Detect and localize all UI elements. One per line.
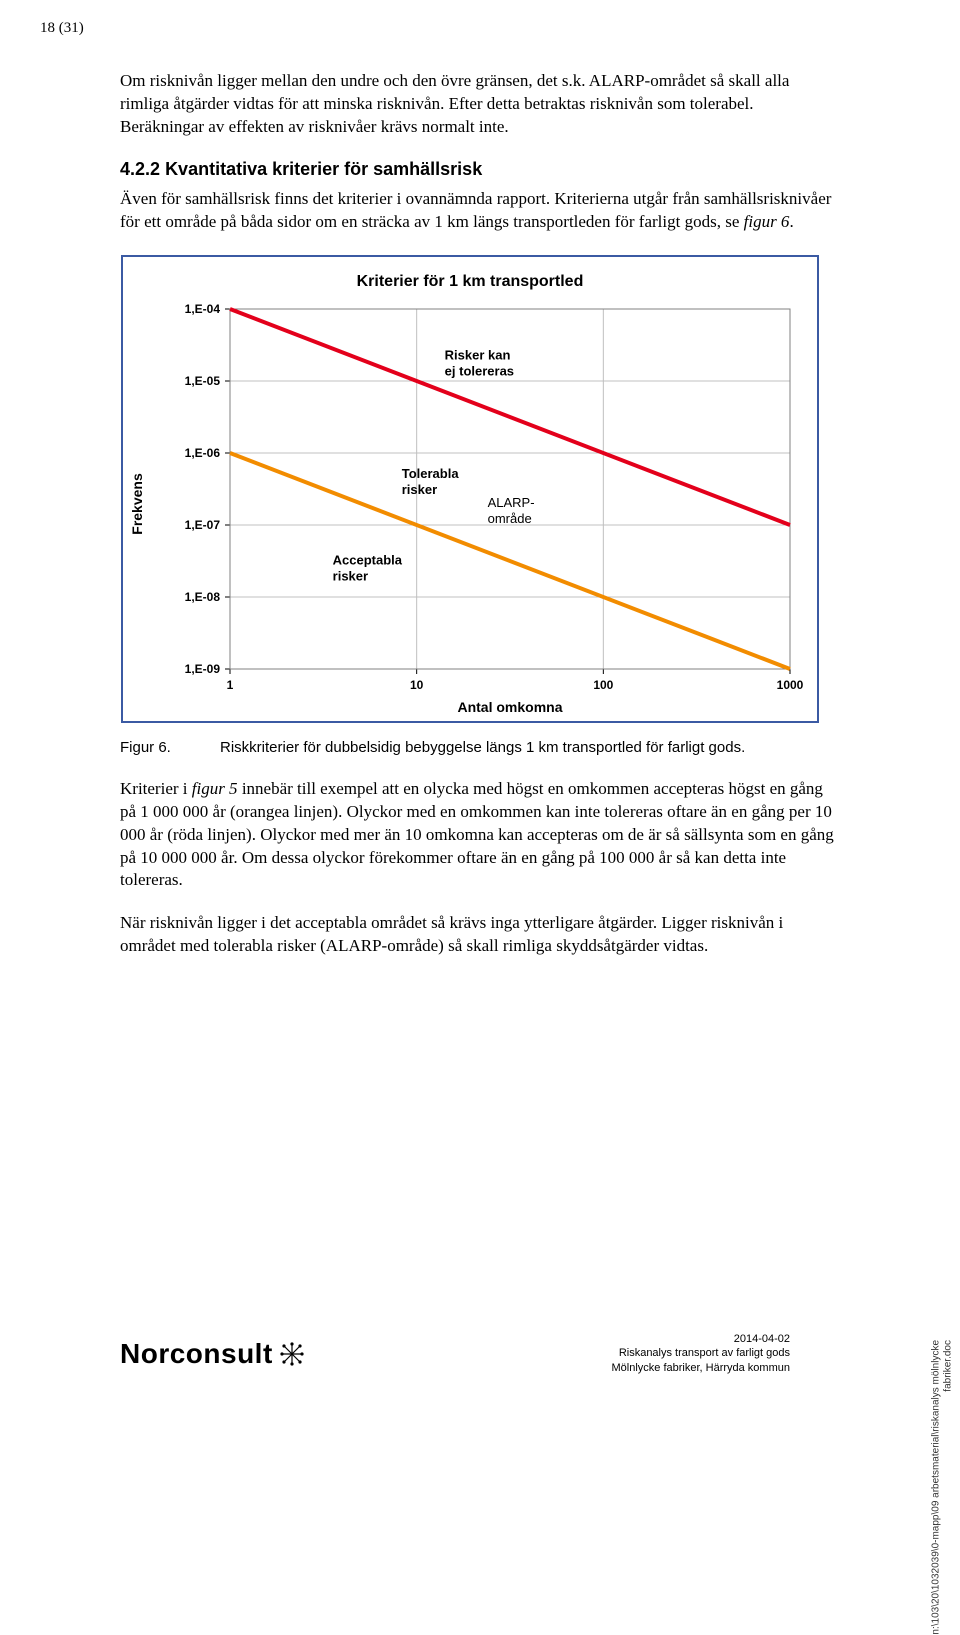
y-axis-label: Frekvens xyxy=(129,473,145,535)
chart-figure: Kriterier för 1 km transportled Frekvens… xyxy=(120,254,840,724)
svg-text:ej tolereras: ej tolereras xyxy=(445,363,514,378)
svg-text:1,E-09: 1,E-09 xyxy=(185,662,221,676)
footer-date: 2014-04-02 xyxy=(611,1332,790,1346)
paragraph-3: Kriterier i figur 5 innebär till exempel… xyxy=(120,778,840,893)
svg-text:risker: risker xyxy=(402,482,437,497)
paragraph-2: Även för samhällsrisk finns det kriterie… xyxy=(120,188,840,234)
paragraph-2-end: . xyxy=(789,212,793,231)
figure-caption-row: Figur 6. Riskkriterier för dubbelsidig b… xyxy=(120,739,840,756)
x-axis-label: Antal omkomna xyxy=(457,699,562,715)
paragraph-4: När risknivån ligger i det acceptabla om… xyxy=(120,912,840,958)
figure-caption: Riskkriterier för dubbelsidig bebyggelse… xyxy=(220,739,840,756)
svg-text:risker: risker xyxy=(333,568,368,583)
svg-text:område: område xyxy=(488,511,532,526)
svg-text:1,E-06: 1,E-06 xyxy=(185,446,221,460)
svg-text:1: 1 xyxy=(227,678,234,692)
paragraph-3-a: Kriterier i xyxy=(120,779,192,798)
figure-label: Figur 6. xyxy=(120,739,220,756)
logo-text: Norconsult xyxy=(120,1338,273,1370)
side-path-1: n:\103\20\1032039\0-mapp\09 arbetsmateri… xyxy=(931,1340,942,1635)
plot-area: 1,E-04 1,E-05 1,E-06 1,E-07 1,E-08 1,E-09 1 10 1… xyxy=(185,302,804,692)
paragraph-2-text: Även för samhällsrisk finns det kriterie… xyxy=(120,189,831,231)
side-path-2: fabriker.doc xyxy=(943,1340,954,1392)
svg-text:Acceptabla: Acceptabla xyxy=(333,552,403,567)
svg-text:1000: 1000 xyxy=(777,678,804,692)
footer: Norconsult 2014-04-02 Riskanalys transpo… xyxy=(40,1315,920,1375)
footer-line-2: Riskanalys transport av farligt gods xyxy=(611,1346,790,1360)
section-number: 4.2.2 xyxy=(120,159,160,179)
footer-meta: 2014-04-02 Riskanalys transport av farli… xyxy=(611,1332,790,1375)
figure-ref-5: figur 5 xyxy=(192,779,238,798)
footer-line-3: Mölnlycke fabriker, Härryda kommun xyxy=(611,1361,790,1375)
logo: Norconsult xyxy=(120,1338,305,1370)
main-content: Om risknivån ligger mellan den undre och… xyxy=(120,70,840,978)
logo-icon xyxy=(279,1341,305,1367)
paragraph-1: Om risknivån ligger mellan den undre och… xyxy=(120,70,840,139)
svg-text:ALARP-: ALARP- xyxy=(488,495,535,510)
svg-text:1,E-05: 1,E-05 xyxy=(185,374,221,388)
section-title: Kvantitativa kriterier för samhällsrisk xyxy=(165,159,482,179)
svg-text:Tolerabla: Tolerabla xyxy=(402,466,460,481)
svg-text:10: 10 xyxy=(410,678,424,692)
chart-title: Kriterier för 1 km transportled xyxy=(357,273,584,290)
svg-text:1,E-04: 1,E-04 xyxy=(185,302,221,316)
chart-svg: Kriterier för 1 km transportled Frekvens… xyxy=(120,254,820,724)
svg-text:Risker kan: Risker kan xyxy=(445,347,511,362)
figure-ref: figur 6 xyxy=(744,212,790,231)
svg-text:100: 100 xyxy=(593,678,613,692)
svg-text:1,E-08: 1,E-08 xyxy=(185,590,221,604)
section-heading: 4.2.2 Kvantitativa kriterier för samhäll… xyxy=(120,159,840,180)
svg-text:1,E-07: 1,E-07 xyxy=(185,518,221,532)
page-number: 18 (31) xyxy=(40,20,84,37)
